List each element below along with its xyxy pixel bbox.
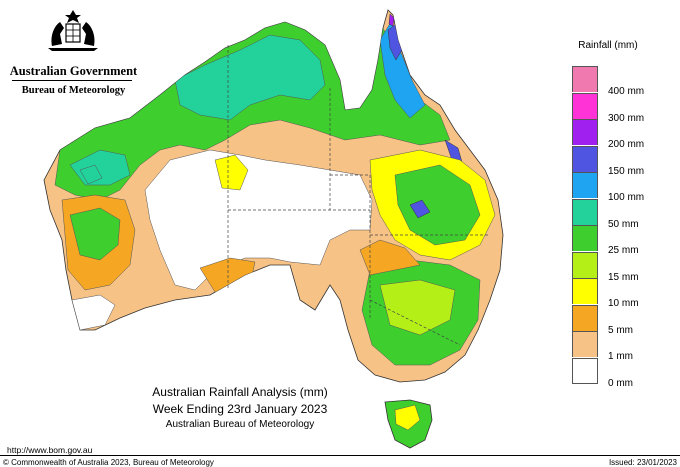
legend-swatch (572, 66, 598, 92)
qld-coast-purple (388, 13, 395, 27)
legend-label: 200 mm (608, 139, 645, 150)
legend-swatch (572, 92, 598, 119)
nsw-lime (379, 279, 456, 336)
legend-swatch (572, 304, 598, 331)
legend-label: 300 mm (608, 112, 645, 124)
map-source: Australian Bureau of Meteorology (165, 419, 315, 430)
rainfall-legend: Rainfall (mm) 400 mm 300 mm 200 mm 150 mm 10… (572, 40, 672, 389)
legend-label: 25 mm (608, 245, 639, 256)
legend-swatch (572, 198, 598, 225)
logo-divider (12, 80, 132, 81)
legend-label: 150 mm (608, 165, 645, 177)
state-borders (227, 45, 490, 346)
legend-swatch (572, 145, 598, 172)
eastern-green-region (394, 164, 481, 246)
legend-label: 1 mm (608, 351, 633, 362)
legend-label: 100 mm (608, 192, 645, 203)
legend-label: 400 mm (608, 86, 645, 97)
legend-swatch (572, 278, 598, 304)
cape-york-indigo (387, 24, 403, 61)
central-north-yellow (214, 154, 249, 191)
website-url[interactable]: http://www.bom.gov.au (7, 445, 93, 455)
government-logo: Australian Government Bureau of Meteorol… (6, 6, 141, 96)
legend-label: 50 mm (608, 218, 639, 230)
legend-label: 5 mm (608, 324, 633, 336)
map-caption: Australian Rainfall Analysis (mm) Week E… (120, 384, 360, 431)
legend-label: 10 mm (608, 298, 639, 309)
legend-title: Rainfall (mm) (578, 40, 638, 51)
map-title: Australian Rainfall Analysis (mm) (152, 385, 328, 399)
northern-teal-band (174, 34, 326, 121)
west-teal-spot (79, 164, 103, 185)
legend-swatch (572, 225, 598, 251)
rainfall-map (43, 9, 504, 449)
bureau-title: Bureau of Meteorology (21, 85, 126, 96)
legend-swatch (572, 357, 598, 384)
footer-divider (0, 455, 680, 456)
legend-label: 15 mm (608, 271, 639, 283)
west-green-region (69, 207, 121, 261)
coat-of-arms-icon (48, 10, 98, 51)
issued-date: Issued: 23/01/2023 (608, 458, 677, 467)
government-title: Australian Government (9, 64, 138, 78)
legend-label: 0 mm (608, 377, 633, 389)
tasmania-yellow (394, 404, 421, 431)
legend-swatch (572, 331, 598, 357)
legend-swatch (572, 251, 598, 278)
legend-swatch (572, 172, 598, 198)
legend-swatch (572, 119, 598, 145)
map-period: Week Ending 23rd January 2023 (152, 402, 328, 416)
inland-qld-indigo (409, 199, 431, 219)
copyright-text: © Commonwealth of Australia 2023, Bureau… (3, 458, 214, 467)
zero-rain-region (144, 149, 373, 291)
